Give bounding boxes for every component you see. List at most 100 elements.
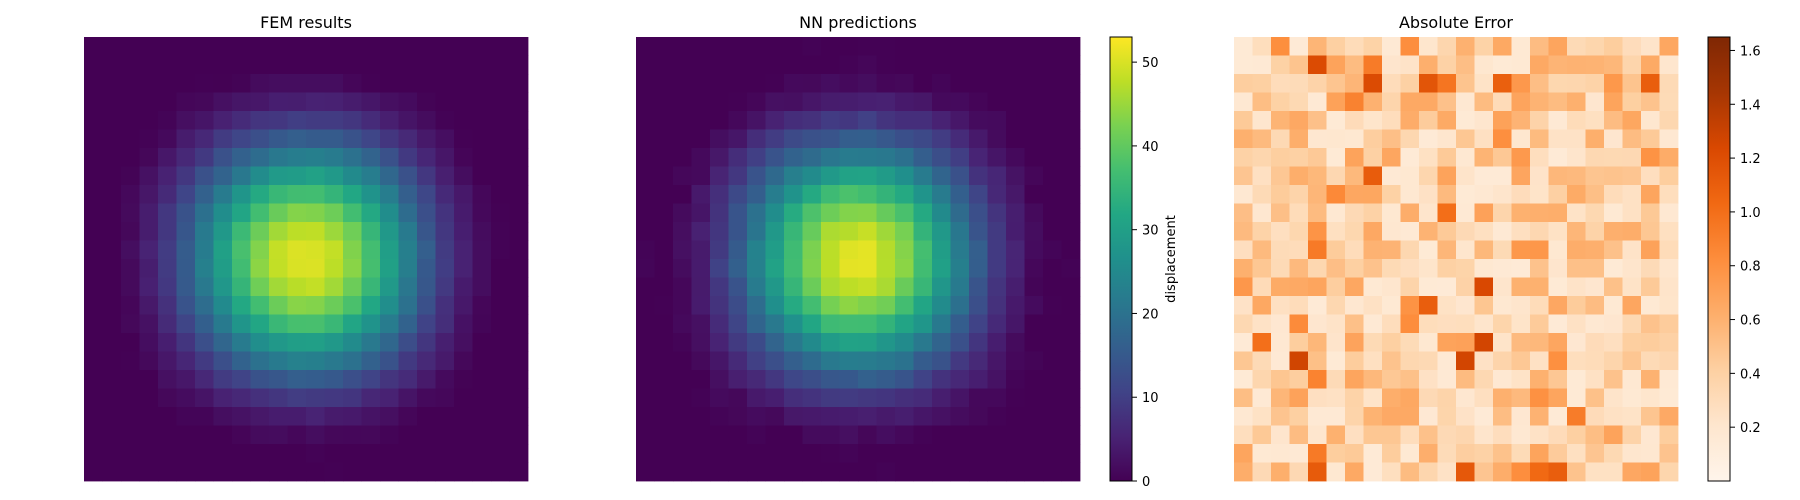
fem-cell [435, 222, 455, 241]
error-cell [1604, 259, 1623, 278]
nn-cell [876, 111, 896, 130]
error-cell [1308, 92, 1327, 112]
nn-cell [821, 92, 840, 112]
fem-cell [213, 277, 233, 297]
nn-cell [839, 462, 859, 482]
nn-cell [673, 296, 692, 315]
nn-cell [784, 388, 803, 408]
fem-cell [454, 111, 473, 130]
fem-cell [102, 92, 122, 112]
error-cell [1511, 462, 1531, 482]
fem-cell [417, 111, 436, 130]
fem-cell [491, 203, 510, 223]
nn-cell [969, 370, 988, 389]
error-cell [1548, 425, 1568, 445]
nn-cell [839, 277, 859, 297]
fem-cell [472, 388, 492, 408]
error-cell [1400, 129, 1420, 149]
fem-cell [343, 92, 362, 112]
fem-cell [343, 314, 362, 334]
fem-cell [361, 277, 381, 297]
nn-cell [1061, 333, 1081, 352]
nn-cell [858, 111, 877, 130]
nn-cell [1024, 407, 1044, 426]
nn-cell [1043, 203, 1062, 223]
nn-cell [765, 277, 785, 297]
error-cell [1400, 462, 1420, 482]
error-cell [1567, 425, 1586, 445]
error-cell [1456, 240, 1475, 260]
error-cell [1271, 148, 1290, 167]
fem-cell [361, 185, 381, 204]
error-cell [1585, 148, 1605, 167]
fem-cell [324, 425, 344, 445]
error-cell [1585, 74, 1605, 93]
fem-cell [213, 296, 233, 315]
fem-cell [454, 203, 473, 223]
fem-cell [380, 185, 399, 204]
error-cell [1622, 55, 1642, 75]
fem-cell [139, 148, 159, 167]
nn-cell [802, 314, 822, 334]
fem-cell [139, 444, 159, 463]
fem-cell [380, 55, 399, 75]
error-cell [1345, 462, 1364, 482]
nn-cell [765, 370, 785, 389]
error-cell [1234, 37, 1253, 56]
error-cell [1530, 240, 1549, 260]
error-cell [1252, 166, 1272, 186]
error-cell [1567, 222, 1586, 241]
nn-cell [654, 388, 674, 408]
fem-cell [102, 148, 122, 167]
fem-cell [269, 296, 288, 315]
error-cell [1585, 462, 1605, 482]
nn-cell [1024, 370, 1044, 389]
nn-cell [895, 129, 914, 149]
error-cell [1604, 185, 1623, 204]
nn-cell [765, 444, 785, 463]
error-cell [1456, 129, 1475, 149]
nn-cell [765, 148, 785, 167]
fem-cell [195, 444, 214, 463]
fem-cell [158, 296, 177, 315]
error-cell [1641, 74, 1660, 93]
fem-cell [343, 351, 362, 371]
fem-cell [417, 462, 436, 482]
fem-heatmap-cells [84, 37, 529, 482]
fem-cell [121, 444, 140, 463]
error-cell [1400, 277, 1420, 297]
fem-cell [84, 444, 103, 463]
fem-cell [232, 37, 251, 56]
nn-cell [950, 37, 970, 56]
fem-cell [472, 92, 492, 112]
fem-cell [472, 259, 492, 278]
fem-cell [324, 148, 344, 167]
fem-cell [287, 259, 307, 278]
error-cell [1252, 111, 1272, 130]
nn-cell [932, 222, 951, 241]
nn-cell [932, 425, 951, 445]
nn-cell [765, 185, 785, 204]
fem-cell [158, 148, 177, 167]
nn-cell [1024, 425, 1044, 445]
error-cell [1511, 203, 1531, 223]
error-cell [1419, 296, 1438, 315]
fem-cell [417, 240, 436, 260]
fem-cell [250, 185, 270, 204]
nn-cell [728, 148, 748, 167]
fem-cell [269, 462, 288, 482]
nn-cell [913, 407, 933, 426]
error-cell [1252, 425, 1272, 445]
error-cell [1604, 92, 1623, 112]
fem-cell [287, 74, 307, 93]
error-cell [1437, 92, 1457, 112]
nn-cell [784, 203, 803, 223]
fem-cell [213, 444, 233, 463]
nn-cell [784, 92, 803, 112]
nn-cell [987, 111, 1007, 130]
error-cell [1530, 129, 1549, 149]
fem-cell [102, 277, 122, 297]
fem-cell [343, 37, 362, 56]
error-cell [1419, 333, 1438, 352]
nn-cell [728, 388, 748, 408]
